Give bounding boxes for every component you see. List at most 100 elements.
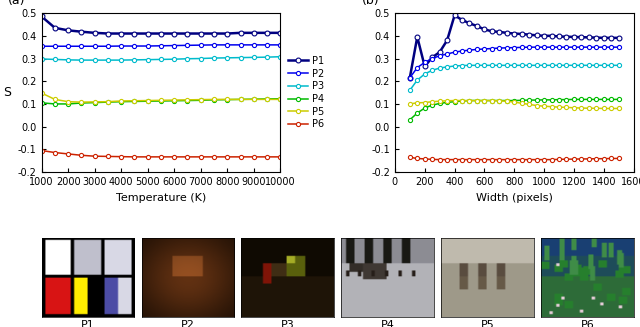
P3 <box>548 63 556 67</box>
P4 <box>511 98 518 102</box>
X-axis label: P1: P1 <box>81 320 95 327</box>
X-axis label: P2: P2 <box>181 320 195 327</box>
P1 <box>51 26 59 30</box>
P1 <box>197 32 205 36</box>
P1 <box>540 34 548 38</box>
P6 <box>593 157 600 161</box>
P1 <box>607 36 615 40</box>
P3 <box>104 58 112 62</box>
P6 <box>210 155 218 159</box>
P5 <box>488 98 496 102</box>
P5 <box>117 99 125 103</box>
X-axis label: P4: P4 <box>381 320 394 327</box>
P5 <box>466 98 474 102</box>
P3 <box>532 63 540 67</box>
P1 <box>577 35 585 39</box>
P5 <box>144 98 152 102</box>
P4 <box>436 101 444 105</box>
P6 <box>555 157 563 161</box>
P4 <box>495 98 503 102</box>
Line: P1: P1 <box>39 14 283 36</box>
P3 <box>495 63 503 67</box>
P5 <box>263 97 271 101</box>
P3 <box>555 63 563 67</box>
P3 <box>518 63 525 67</box>
P4 <box>444 100 451 104</box>
P5 <box>600 107 607 111</box>
P1 <box>406 76 413 80</box>
X-axis label: Width (pixels): Width (pixels) <box>476 193 553 202</box>
P2 <box>532 45 540 49</box>
P2 <box>473 47 481 51</box>
P4 <box>563 98 570 102</box>
P1 <box>421 64 429 68</box>
P3 <box>250 55 258 59</box>
P4 <box>525 98 533 102</box>
P6 <box>615 157 623 161</box>
Line: P6: P6 <box>408 155 621 162</box>
P4 <box>466 98 474 102</box>
P6 <box>458 158 466 162</box>
P5 <box>511 100 518 104</box>
P4 <box>473 98 481 102</box>
P2 <box>593 45 600 49</box>
P2 <box>421 60 429 64</box>
P4 <box>577 97 585 101</box>
P6 <box>91 154 99 158</box>
P2 <box>563 45 570 49</box>
P4 <box>593 97 600 101</box>
X-axis label: P6: P6 <box>580 320 594 327</box>
P3 <box>525 63 533 67</box>
P4 <box>77 101 85 105</box>
Legend: P1, P2, P3, P4, P5, P6: P1, P2, P3, P4, P5, P6 <box>287 55 325 130</box>
P6 <box>540 158 548 162</box>
P3 <box>413 78 421 82</box>
P3 <box>600 63 607 67</box>
P1 <box>38 14 45 18</box>
P5 <box>615 107 623 111</box>
P5 <box>406 102 413 106</box>
P5 <box>436 99 444 103</box>
P3 <box>210 56 218 60</box>
Text: (a): (a) <box>8 0 26 7</box>
P1 <box>518 32 525 36</box>
P6 <box>548 158 556 162</box>
P2 <box>237 43 244 47</box>
P3 <box>511 63 518 67</box>
P6 <box>117 155 125 159</box>
P5 <box>77 100 85 104</box>
P6 <box>488 158 496 162</box>
P5 <box>593 106 600 110</box>
P5 <box>184 98 191 102</box>
P1 <box>104 32 112 36</box>
P6 <box>104 154 112 158</box>
Line: P1: P1 <box>408 13 621 80</box>
P3 <box>157 58 164 61</box>
P6 <box>585 157 593 161</box>
P5 <box>131 99 138 103</box>
P5 <box>413 101 421 105</box>
P2 <box>51 44 59 48</box>
P1 <box>511 32 518 36</box>
P2 <box>64 44 72 48</box>
P4 <box>117 100 125 104</box>
P3 <box>223 56 231 60</box>
P6 <box>184 155 191 159</box>
P5 <box>223 97 231 101</box>
P5 <box>473 98 481 102</box>
P6 <box>237 155 244 159</box>
P6 <box>436 158 444 162</box>
P1 <box>64 28 72 32</box>
P5 <box>237 97 244 101</box>
Text: (b): (b) <box>362 0 379 7</box>
P1 <box>615 36 623 40</box>
P6 <box>413 157 421 161</box>
P1 <box>263 31 271 35</box>
P2 <box>607 45 615 49</box>
P3 <box>144 58 152 61</box>
P2 <box>511 46 518 50</box>
P3 <box>488 63 496 67</box>
P5 <box>532 104 540 108</box>
P2 <box>615 45 623 49</box>
P2 <box>525 45 533 49</box>
